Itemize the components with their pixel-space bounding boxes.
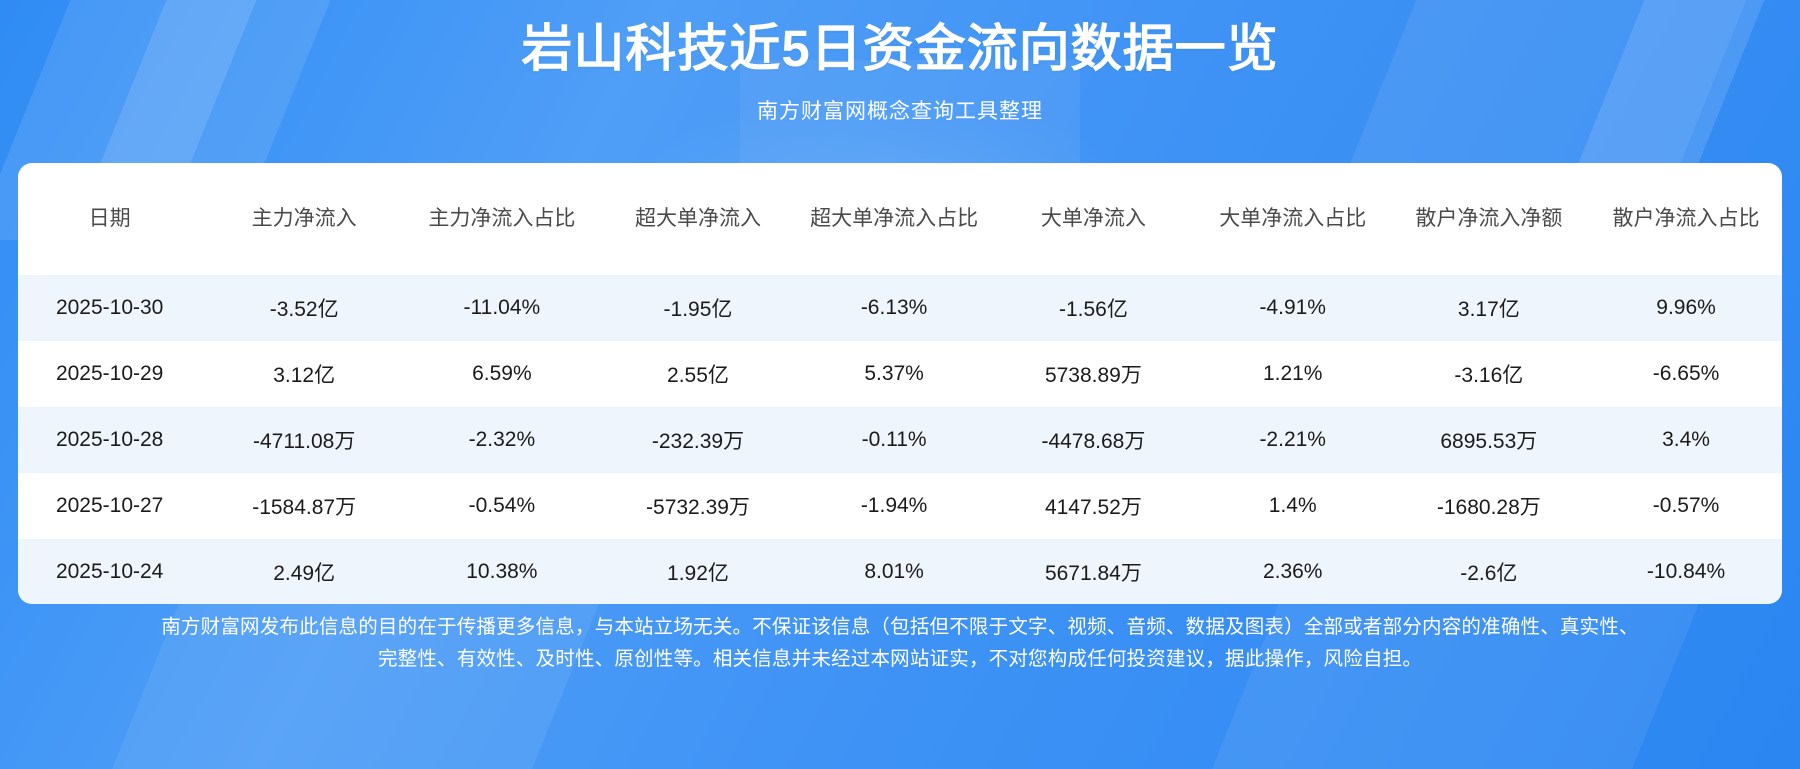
- column-header-date: 日期: [88, 207, 131, 231]
- cell-retail-net: -3.16亿: [1387, 341, 1591, 407]
- cell-main-net: -4711.08万: [201, 407, 408, 473]
- cell-retail-net: -2.6亿: [1387, 539, 1591, 604]
- table-row: 2025-10-29 3.12亿 6.59% 2.55亿 5.37% 5738.…: [18, 341, 1782, 407]
- cell-retail-net: 3.17亿: [1387, 275, 1591, 341]
- cell-retail-pct: 9.96%: [1590, 275, 1782, 341]
- cell-date: 2025-10-30: [18, 275, 202, 341]
- cell-lg-pct: 1.21%: [1197, 341, 1388, 407]
- table-body: 2025-10-30 -3.52亿 -11.04% -1.95亿 -6.13% …: [18, 275, 1782, 604]
- cell-lg-net: 5671.84万: [988, 539, 1198, 604]
- cell-main-pct: -11.04%: [407, 275, 597, 341]
- column-header-lg-net: 大单净流入: [1040, 207, 1146, 231]
- cell-date: 2025-10-27: [18, 473, 202, 539]
- cell-main-net: -3.52亿: [201, 275, 408, 341]
- column-header-retail-net: 散户净流入净额: [1415, 207, 1563, 231]
- cell-main-net: 3.12亿: [201, 341, 408, 407]
- column-header-lg-pct: 大单净流入占比: [1219, 207, 1367, 231]
- table-row: 2025-10-28 -4711.08万 -2.32% -232.39万 -0.…: [18, 407, 1782, 473]
- page-title: 岩山科技近5日资金流向数据一览: [521, 20, 1279, 77]
- column-header-retail-pct: 散户净流入占比: [1612, 207, 1760, 231]
- table-row: 2025-10-24 2.49亿 10.38% 1.92亿 8.01% 5671…: [18, 539, 1782, 604]
- column-header-xl-net: 超大单净流入: [634, 207, 761, 231]
- cell-lg-net: 4147.52万: [988, 473, 1198, 539]
- cell-xl-pct: -1.94%: [799, 473, 989, 539]
- cell-xl-pct: -0.11%: [799, 407, 989, 473]
- cell-lg-net: -1.56亿: [988, 275, 1198, 341]
- column-header-xl-pct: 超大单净流入占比: [810, 207, 979, 231]
- cell-retail-net: 6895.53万: [1387, 407, 1591, 473]
- page-subtitle: 南方财富网概念查询工具整理: [757, 100, 1043, 124]
- data-card: 南方财富网 southmoney.com 日期 主力净流入 主力净流入占比 超大…: [18, 163, 1782, 604]
- page-header: 岩山科技近5日资金流向数据一览 南方财富网概念查询工具整理: [0, 0, 1800, 125]
- fund-flow-table: 日期 主力净流入 主力净流入占比 超大单净流入 超大单净流入占比 大单净流入 大…: [18, 163, 1782, 604]
- table-row: 2025-10-27 -1584.87万 -0.54% -5732.39万 -1…: [18, 473, 1782, 539]
- cell-main-net: 2.49亿: [201, 539, 408, 604]
- table-row: 2025-10-30 -3.52亿 -11.04% -1.95亿 -6.13% …: [18, 275, 1782, 341]
- cell-main-pct: 6.59%: [407, 341, 597, 407]
- column-header-main-net: 主力净流入: [251, 207, 357, 231]
- cell-xl-net: -5732.39万: [596, 473, 800, 539]
- column-header-main-pct: 主力净流入占比: [428, 207, 576, 231]
- disclaimer-line-2: 完整性、有效性、及时性、原创性等。相关信息并未经过本网站证实，不对您构成任何投资…: [377, 647, 1423, 670]
- cell-main-pct: -0.54%: [407, 473, 597, 539]
- cell-main-net: -1584.87万: [201, 473, 408, 539]
- cell-xl-net: 1.92亿: [596, 539, 800, 604]
- cell-xl-net: -1.95亿: [596, 275, 800, 341]
- cell-lg-pct: -4.91%: [1197, 275, 1388, 341]
- cell-xl-pct: -6.13%: [799, 275, 989, 341]
- cell-date: 2025-10-29: [18, 341, 202, 407]
- cell-xl-pct: 8.01%: [799, 539, 989, 604]
- cell-main-pct: 10.38%: [407, 539, 597, 604]
- cell-xl-net: 2.55亿: [596, 341, 800, 407]
- cell-lg-pct: 2.36%: [1197, 539, 1388, 604]
- cell-lg-pct: 1.4%: [1197, 473, 1388, 539]
- cell-retail-pct: -6.65%: [1590, 341, 1782, 407]
- cell-xl-net: -232.39万: [596, 407, 800, 473]
- cell-lg-net: 5738.89万: [988, 341, 1198, 407]
- header-row: 日期 主力净流入 主力净流入占比 超大单净流入 超大单净流入占比 大单净流入 大…: [18, 163, 1782, 275]
- cell-date: 2025-10-28: [18, 407, 202, 473]
- cell-retail-pct: 3.4%: [1590, 407, 1782, 473]
- cell-main-pct: -2.32%: [407, 407, 597, 473]
- cell-lg-net: -4478.68万: [988, 407, 1198, 473]
- disclaimer-line-1: 南方财富网发布此信息的目的在于传播更多信息，与本站立场无关。不保证该信息（包括但…: [161, 616, 1639, 638]
- cell-retail-net: -1680.28万: [1387, 473, 1591, 539]
- cell-lg-pct: -2.21%: [1197, 407, 1388, 473]
- cell-date: 2025-10-24: [18, 539, 202, 604]
- cell-retail-pct: -10.84%: [1590, 539, 1782, 604]
- disclaimer: 南方财富网发布此信息的目的在于传播更多信息，与本站立场无关。不保证该信息（包括但…: [0, 612, 1800, 675]
- cell-xl-pct: 5.37%: [799, 341, 989, 407]
- table-header: 日期 主力净流入 主力净流入占比 超大单净流入 超大单净流入占比 大单净流入 大…: [18, 163, 1782, 275]
- cell-retail-pct: -0.57%: [1590, 473, 1782, 539]
